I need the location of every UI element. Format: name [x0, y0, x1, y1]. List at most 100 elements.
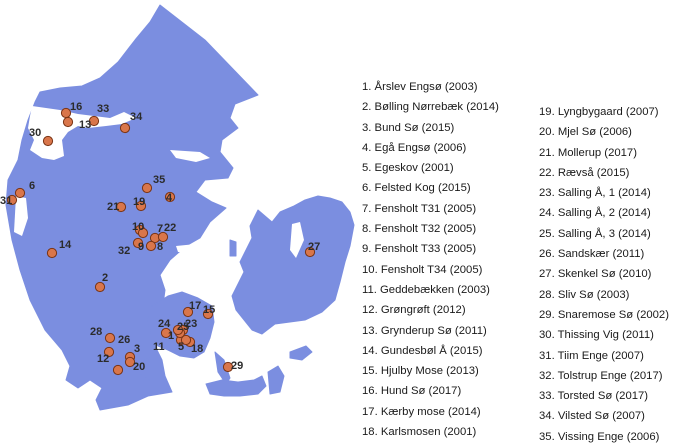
- legend-item-31: 31. Tiim Enge (2007): [539, 349, 644, 362]
- land-lolland: [205, 375, 267, 397]
- site-number-26: 26: [118, 334, 130, 346]
- legend-item-11: 11. Geddebækken (2003): [362, 283, 490, 296]
- site-marker-15: [202, 308, 214, 320]
- site-number-15: 15: [203, 304, 215, 316]
- site-number-31: 31: [0, 195, 12, 207]
- legend-item-4: 4. Egå Engsø (2006): [362, 141, 467, 154]
- site-number-24: 24: [158, 318, 171, 330]
- site-number-33: 33: [97, 103, 109, 115]
- water-vejle-fjord: [176, 244, 212, 252]
- site-number-4: 4: [166, 192, 173, 204]
- site-marker-32: [137, 227, 149, 239]
- site-marker-17: [182, 306, 194, 318]
- site-number-27: 27: [308, 241, 320, 253]
- legend-item-19: 19. Lyngbygaard (2007): [539, 106, 659, 118]
- legend-item-10: 10. Fensholt T34 (2005): [362, 263, 483, 276]
- site-marker-12: [112, 364, 124, 376]
- legend-item-32: 32. Tolstrup Enge (2017): [539, 369, 663, 382]
- site-number-30: 30: [29, 127, 41, 139]
- site-marker-2: [94, 281, 106, 293]
- site-number-22: 22: [164, 222, 176, 234]
- legend-item-21: 21. Mollerup (2017): [539, 146, 637, 159]
- legend-item-29: 29. Snaremose Sø (2002): [539, 308, 669, 321]
- water-layer: [14, 106, 304, 258]
- legend-item-9: 9. Fensholt T33 (2005): [362, 243, 477, 256]
- legend-item-30: 30. Thissing Vig (2011): [539, 329, 654, 342]
- site-number-2: 2: [102, 272, 108, 284]
- site-number-16: 16: [70, 101, 82, 113]
- site-marker-34: [119, 122, 131, 134]
- legend-item-1: 1. Årslev Engsø (2003): [362, 81, 478, 93]
- site-marker-28: [103, 346, 115, 358]
- site-marker-21: [115, 201, 127, 213]
- site-number-21: 21: [107, 201, 119, 213]
- site-number-12: 12: [97, 353, 109, 365]
- site-marker-25: [180, 334, 192, 346]
- legend-item-6: 6. Felsted Kog (2015): [362, 182, 471, 195]
- legend-item-7: 7. Fensholt T31 (2005): [362, 202, 477, 215]
- legend-item-26: 26. Sandskær (2011): [539, 248, 645, 261]
- site-marker-4: [164, 191, 176, 203]
- legend-item-15: 15. Hjulby Mose (2013): [362, 365, 479, 378]
- legend-item-27: 27. Skenkel Sø (2010): [539, 268, 652, 281]
- site-number-14: 14: [59, 239, 72, 251]
- site-number-17: 17: [189, 300, 201, 312]
- legend-item-33: 33. Torsted Sø (2017): [539, 390, 649, 403]
- legend-item-12: 12. Grøngrøft (2012): [362, 304, 466, 317]
- site-marker-22: [157, 231, 169, 243]
- land-samsoe: [229, 239, 237, 257]
- site-number-1: 1: [168, 330, 174, 342]
- site-marker-20: [124, 356, 136, 368]
- legend-column-2: 19. Lyngbygaard (2007) 20. Mjel Sø (2006)…: [539, 102, 669, 447]
- land-als: [139, 357, 157, 381]
- site-number-35: 35: [153, 174, 165, 186]
- site-marker-33: [88, 115, 100, 127]
- legend-item-22: 22. Rævså (2015): [539, 166, 630, 179]
- legend-item-18: 18. Karlsmosen (2001): [362, 426, 477, 439]
- legend-item-14: 14. Gundesbøl Å (2015): [362, 344, 483, 357]
- legend-item-28: 28. Sliv Sø (2003): [539, 288, 630, 301]
- site-number-3: 3: [134, 343, 140, 355]
- site-number-6: 6: [29, 180, 35, 192]
- site-marker-26: [104, 332, 116, 344]
- site-marker-29: [222, 361, 234, 373]
- legend-column-1: 1. Årslev Engsø (2003) 2. Bølling Nørrebæ…: [362, 77, 499, 442]
- site-number-23: 23: [185, 318, 197, 330]
- land-moen: [289, 345, 313, 361]
- legend-item-20: 20. Mjel Sø (2006): [539, 126, 632, 139]
- site-marker-19: [135, 200, 147, 212]
- site-number-7: 7: [157, 223, 163, 235]
- legend-item-17: 17. Kærby mose (2014): [362, 405, 481, 418]
- legend-item-34: 34. Vilsted Sø (2007): [539, 410, 645, 423]
- water-mariager-fjord: [170, 150, 210, 162]
- site-number-9: 9: [138, 241, 144, 253]
- site-number-11: 11: [153, 341, 165, 353]
- water-isefjord: [290, 222, 304, 258]
- site-marker-16: [60, 107, 72, 119]
- site-number-8: 8: [157, 241, 163, 253]
- site-marker-6: [14, 187, 26, 199]
- legend-item-13: 13. Grynderup Sø (2011): [362, 324, 487, 337]
- legend-item-35: 35. Vissing Enge (2006): [539, 430, 660, 443]
- legend-item-25: 25. Salling Å, 3 (2014): [539, 227, 651, 240]
- site-marker-27: [304, 246, 316, 258]
- legend-item-24: 24. Salling Å, 2 (2014): [539, 207, 651, 220]
- site-marker-24: [172, 324, 184, 336]
- legend-item-16: 16. Hund Sø (2017): [362, 385, 462, 398]
- site-marker-8: [145, 240, 157, 252]
- site-number-18: 18: [191, 343, 203, 355]
- site-number-5: 5: [178, 341, 184, 353]
- site-marker-11: [160, 327, 172, 339]
- legend-item-5: 5. Egeskov (2001): [362, 162, 454, 175]
- site-number-19: 19: [133, 196, 145, 208]
- site-marker-9: [132, 237, 144, 249]
- site-number-20: 20: [133, 361, 145, 373]
- site-marker-14: [46, 247, 58, 259]
- land-jutland: [5, 4, 259, 411]
- legend-item-23: 23. Salling Å, 1 (2014): [539, 187, 651, 200]
- water-limfjord: [28, 106, 136, 160]
- site-number-34: 34: [130, 111, 143, 123]
- site-number-25: 25: [177, 321, 189, 333]
